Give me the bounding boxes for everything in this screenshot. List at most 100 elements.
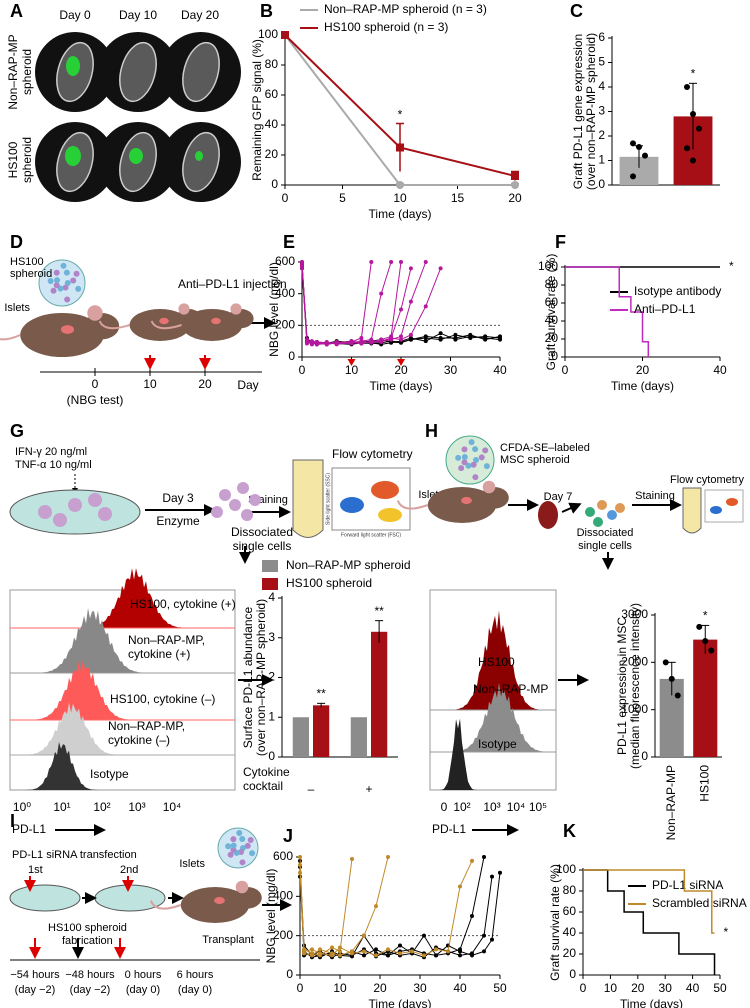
x-tick-label: 40 — [453, 981, 467, 995]
spheroid-cell — [482, 447, 489, 454]
histogram — [25, 742, 120, 790]
y-tick-label: 0 — [288, 349, 295, 363]
spheroid-cell — [473, 457, 479, 463]
data-point — [396, 181, 404, 189]
spheroid-cell — [50, 287, 57, 294]
y-tick-label: 2000 — [621, 655, 648, 669]
diagram-text: Islets — [4, 302, 30, 314]
data-point — [304, 341, 309, 346]
x-tick-label: 20 — [373, 981, 387, 995]
panel-label: I — [10, 811, 15, 831]
data-point — [696, 125, 702, 132]
timeline-label: (day −2) — [15, 984, 56, 996]
data-point — [684, 84, 690, 90]
data-point — [362, 933, 366, 938]
data-point — [470, 914, 474, 918]
timeline-label: (day 0) — [178, 984, 212, 996]
data-point — [696, 623, 703, 630]
x-tick-label: 10 — [345, 363, 359, 377]
x-tick-label: + — [365, 782, 372, 796]
spheroid-cell — [244, 842, 251, 849]
x-tick-label: 40 — [686, 981, 700, 995]
spheroid-cell — [53, 269, 60, 276]
y-tick-label: 1 — [598, 153, 605, 167]
spheroid-in-dish — [38, 505, 52, 519]
mouse-illustration — [87, 305, 103, 321]
diagram-text: TNF-α 10 ng/ml — [15, 459, 92, 471]
flow-cluster — [726, 498, 738, 506]
flow-cluster — [710, 506, 722, 514]
x-tick-label: 0 — [299, 363, 306, 377]
y-tick-label: 100 — [258, 27, 278, 41]
cell — [593, 517, 603, 527]
data-point — [662, 659, 669, 666]
data-point — [468, 332, 473, 337]
data-point — [483, 337, 488, 342]
data-point — [298, 855, 302, 859]
spheroid-cell — [63, 269, 70, 276]
x-tick-label: 10 — [393, 191, 407, 205]
data-point — [399, 260, 403, 264]
mouse-illustration — [427, 487, 497, 523]
data-point — [668, 675, 675, 682]
data-line — [301, 261, 392, 345]
data-point — [438, 266, 443, 271]
significance: * — [703, 609, 708, 623]
histogram-label: HS100, cytokine (–) — [110, 692, 215, 706]
diagram-text: Flow cytometry — [670, 474, 744, 486]
x-axis-label: Time (days) — [369, 997, 432, 1008]
y-tick-label: 1 — [268, 709, 275, 723]
significance: * — [398, 108, 403, 122]
diagram-text: Day 7 — [544, 491, 573, 503]
data-point — [453, 332, 458, 337]
diagram-text: single cells — [578, 540, 632, 552]
data-point — [408, 266, 413, 271]
y-tick-label: 600 — [273, 849, 293, 863]
y-tick-label: 200 — [275, 318, 295, 332]
legend-label: Non–RAP-MP spheroid — [286, 558, 411, 572]
histogram-label: HS100 — [478, 655, 515, 669]
data-line — [299, 856, 389, 956]
axis-tick-label: 10⁴ — [163, 800, 182, 814]
y-tick-label: 400 — [273, 889, 293, 903]
data-point — [498, 337, 502, 342]
histogram-label: Non–RAP-MP, — [128, 633, 205, 647]
diagram-text: MSC spheroid — [500, 454, 570, 466]
timeline-label: 0 hours — [125, 969, 162, 981]
cell — [615, 503, 625, 513]
panel-i: I PD-L1 siRNA transfection 1st 2nd Islet… — [9, 811, 292, 996]
data-point — [434, 947, 438, 952]
y-tick-label: 0 — [569, 967, 576, 981]
data-point — [398, 951, 402, 956]
data-point — [374, 947, 378, 952]
survival-line — [565, 266, 650, 357]
tube — [292, 459, 324, 538]
flow-plot — [704, 489, 744, 523]
timeline-label: Day — [237, 378, 258, 392]
axis-text: Forward light scatter (FSC) — [341, 532, 401, 538]
spheroid-cell — [458, 465, 465, 472]
histogram-group — [10, 568, 235, 790]
x-tick-label: – — [308, 782, 315, 796]
data-point — [310, 953, 314, 958]
bar — [292, 717, 309, 757]
mouse-illustration — [235, 880, 249, 894]
data-point — [396, 143, 404, 152]
column-label: Day 10 — [119, 8, 157, 22]
spheroid-cell — [461, 453, 468, 460]
data-point — [386, 855, 390, 859]
data-point — [399, 337, 403, 342]
x-tick-label: 20 — [636, 363, 650, 377]
y-tick-label: 40 — [545, 313, 559, 327]
legend-label: HS100 spheroid (n = 3) — [324, 20, 448, 34]
diagram-text: HS100 — [10, 256, 44, 268]
arrow — [561, 502, 582, 514]
legend-label: HS100 spheroid — [286, 576, 372, 590]
legend-label: PD-L1 siRNA — [652, 878, 723, 892]
spheroid-cell — [470, 461, 477, 468]
data-point — [298, 862, 302, 867]
data-point — [359, 340, 364, 345]
y-tick-label: 20 — [545, 331, 559, 345]
data-point — [408, 299, 413, 304]
